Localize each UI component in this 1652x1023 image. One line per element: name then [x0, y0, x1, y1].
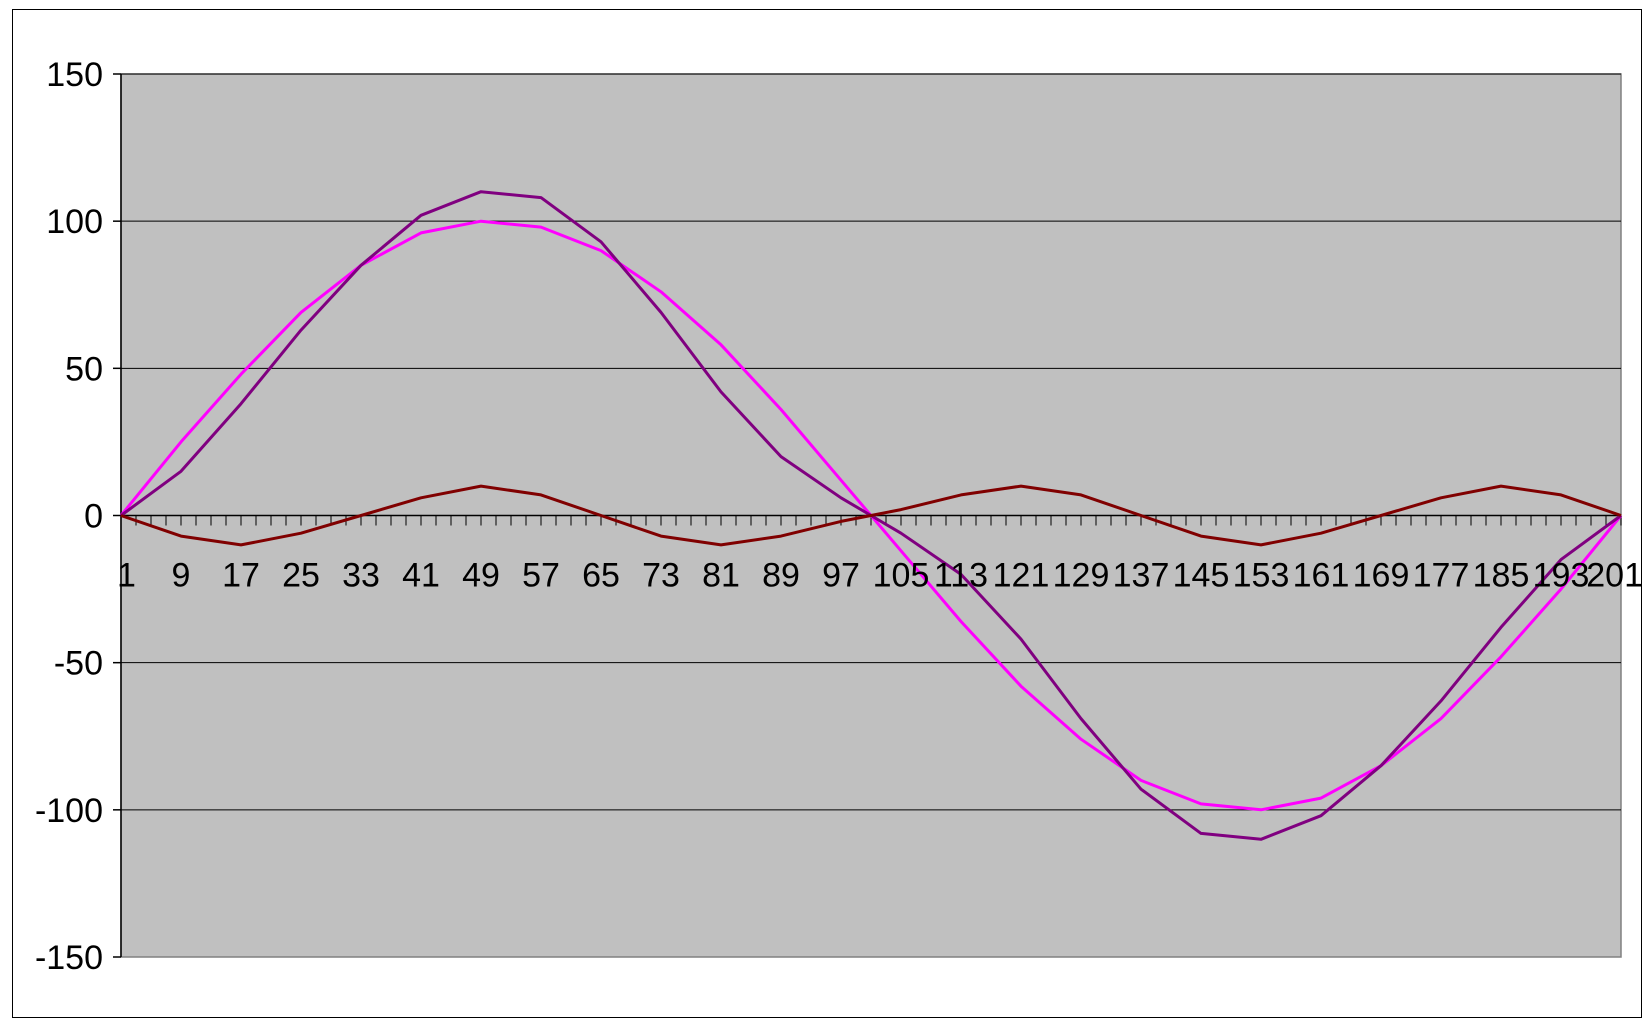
x-tick-label: 145 [1173, 557, 1230, 595]
x-tick-label: 1 [117, 557, 136, 595]
y-tick-label: 50 [65, 350, 103, 388]
series-line-3 [120, 484, 1622, 547]
y-tick-label: -150 [35, 939, 103, 977]
x-tick-label: 137 [1113, 557, 1170, 595]
x-tick-label: 81 [702, 557, 740, 595]
x-tick-label: 25 [282, 557, 320, 595]
x-tick-label: 33 [342, 557, 380, 595]
x-tick-label: 169 [1353, 557, 1410, 595]
x-tick-label: 105 [873, 557, 930, 595]
x-tick-label: 65 [582, 557, 620, 595]
x-tick-label: 57 [522, 557, 560, 595]
x-tick-label: 153 [1233, 557, 1290, 595]
y-tick-label: -100 [35, 792, 103, 830]
x-tick-labels: 1 9 17 25 33 41 49 57 65 73 81 89 97 105 113 121 129 137 1… [117, 557, 1643, 595]
y-tick-label: -50 [54, 645, 103, 683]
x-tick-label: 49 [462, 557, 500, 595]
x-tick-label: 161 [1293, 557, 1350, 595]
x-tick-label: 121 [993, 557, 1050, 595]
x-tick-label: 193 [1533, 557, 1590, 595]
y-tick-label: 100 [46, 203, 103, 241]
y-tick-label: 0 [84, 498, 103, 536]
x-tick-label: 185 [1473, 557, 1530, 595]
x-tick-label: 89 [762, 557, 800, 595]
y-tick-label: 150 [46, 56, 103, 94]
x-tick-label: 73 [642, 557, 680, 595]
x-tick-label: 201 [1586, 557, 1643, 595]
x-tick-label: 97 [822, 557, 860, 595]
y-tick-labels: 150 100 50 0 -50 -100 -150 [35, 56, 103, 977]
series-lines [119, 190, 1623, 841]
x-tick-label: 9 [172, 557, 191, 595]
x-tick-label: 129 [1053, 557, 1110, 595]
x-tick-label: 17 [222, 557, 260, 595]
x-tick-label: 177 [1413, 557, 1470, 595]
x-tick-label: 113 [934, 557, 988, 595]
x-tick-label: 41 [402, 557, 440, 595]
